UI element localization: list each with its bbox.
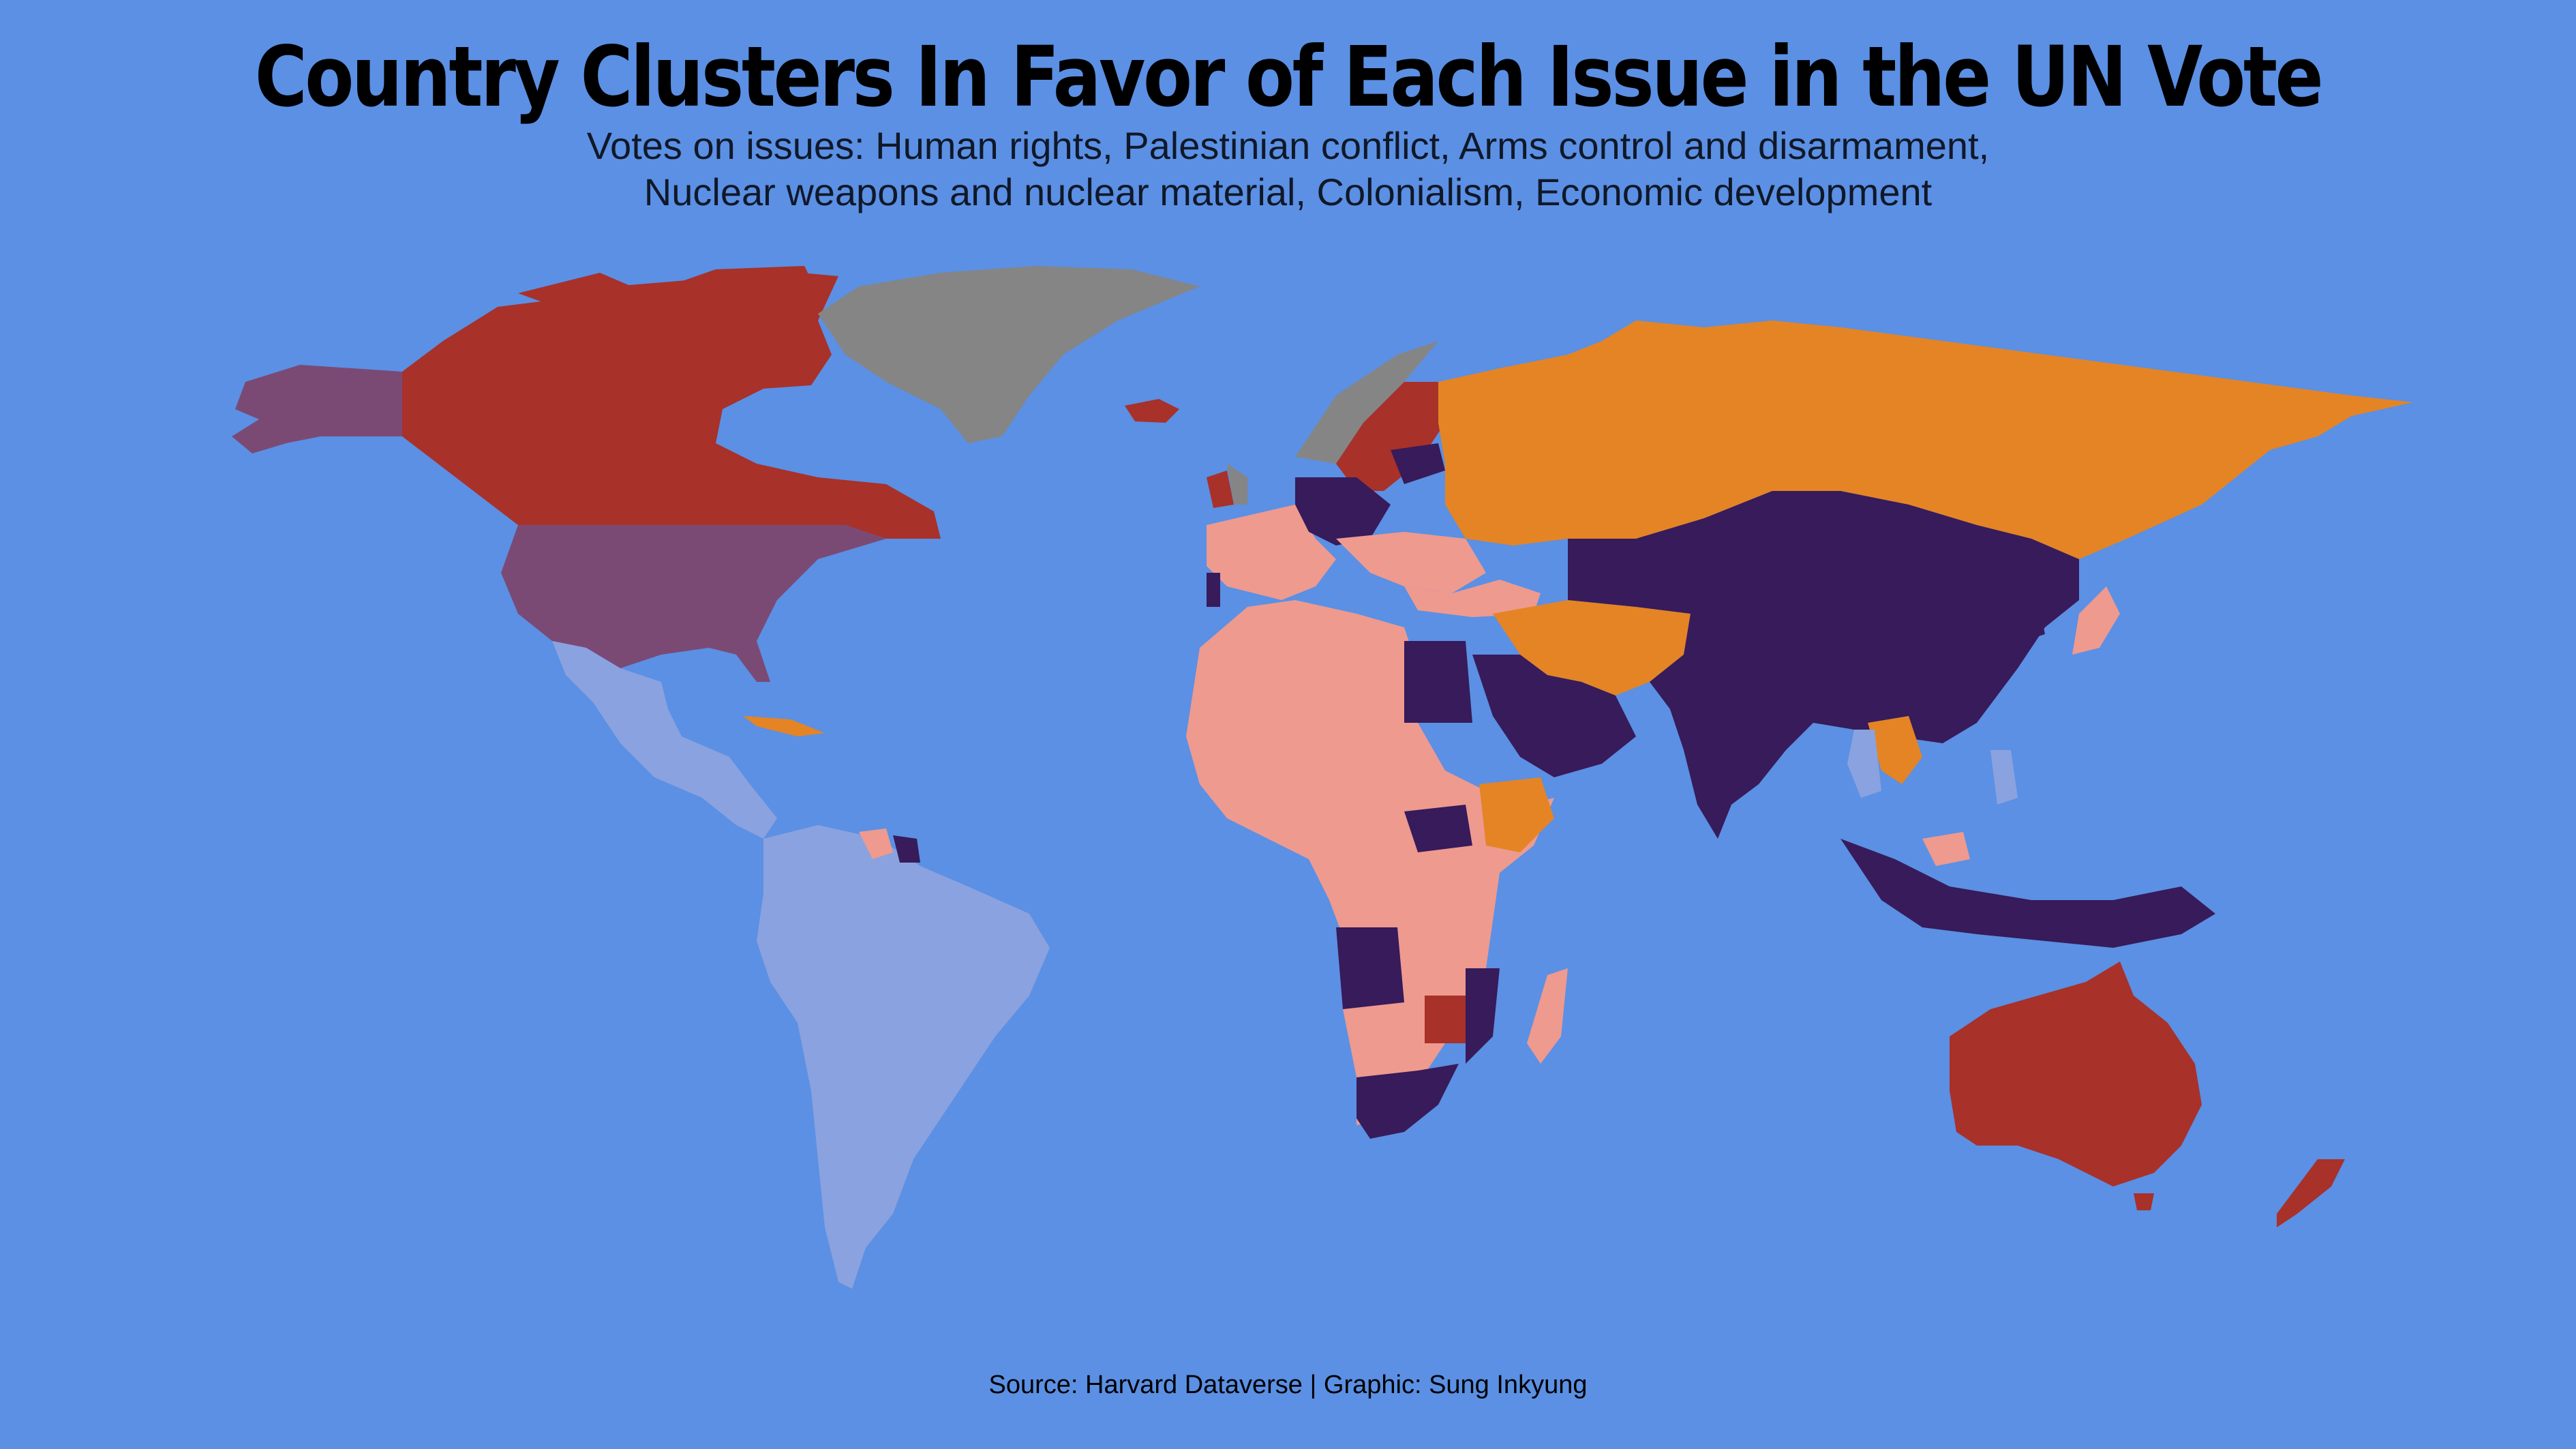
region-ethiopia bbox=[1479, 777, 1554, 852]
region-malaysia bbox=[1922, 832, 1970, 866]
subtitle-line-2: Nuclear weapons and nuclear material, Co… bbox=[643, 170, 1933, 213]
region-japan bbox=[2072, 586, 2120, 655]
region-africa bbox=[1186, 600, 1554, 1125]
source-caption: Source: Harvard Dataverse | Graphic: Sun… bbox=[988, 1371, 1588, 1399]
region-tasmania bbox=[2134, 1193, 2154, 1210]
region-ireland bbox=[1227, 464, 1247, 505]
region-madagascar bbox=[1527, 968, 1568, 1064]
region-western-europe bbox=[1207, 505, 1336, 600]
region-myanmar bbox=[1847, 730, 1881, 798]
region-korea bbox=[2018, 600, 2045, 641]
region-venezuela bbox=[859, 828, 893, 859]
region-south-africa bbox=[1357, 1064, 1459, 1139]
region-iceland bbox=[1125, 399, 1179, 423]
region-guyana bbox=[893, 835, 920, 863]
region-mozambique bbox=[1466, 968, 1500, 1064]
region-zimbabwe bbox=[1425, 996, 1466, 1043]
region-south-america bbox=[757, 825, 1050, 1289]
region-egypt bbox=[1404, 641, 1472, 723]
region-usa bbox=[501, 525, 886, 682]
region-turkey bbox=[1404, 580, 1541, 617]
subtitle-line-1: Votes on issues: Human rights, Palestini… bbox=[586, 124, 1990, 167]
region-uk bbox=[1207, 470, 1234, 508]
region-philippines bbox=[1990, 750, 2018, 805]
region-alaska bbox=[232, 365, 402, 453]
region-central-europe bbox=[1295, 477, 1391, 546]
region-balkans bbox=[1336, 532, 1486, 593]
region-cuba bbox=[743, 716, 825, 736]
region-asia-dark bbox=[1568, 491, 2079, 839]
region-angola bbox=[1336, 927, 1404, 1009]
region-norway bbox=[1295, 341, 1438, 464]
map-subtitle: Votes on issues: Human rights, Palestini… bbox=[0, 123, 2576, 215]
region-south-sudan bbox=[1404, 805, 1472, 852]
region-mexico-central-america bbox=[552, 641, 777, 839]
region-canada bbox=[402, 269, 941, 539]
region-baltics bbox=[1391, 443, 1445, 484]
region-greenland bbox=[818, 266, 1200, 443]
region-iran-afghanistan bbox=[1493, 600, 1691, 696]
map-title: Country Clusters In Favor of Each Issue … bbox=[254, 29, 2324, 125]
region-indonesia bbox=[1840, 839, 2215, 948]
region-australia bbox=[1950, 961, 2202, 1186]
region-russia bbox=[1438, 320, 2413, 559]
region-indochina bbox=[1868, 716, 1922, 784]
region-canada-islands bbox=[518, 266, 818, 320]
region-new-zealand bbox=[2277, 1159, 2345, 1227]
region-arabian-peninsula bbox=[1472, 655, 1636, 777]
region-portugal bbox=[1207, 573, 1220, 607]
